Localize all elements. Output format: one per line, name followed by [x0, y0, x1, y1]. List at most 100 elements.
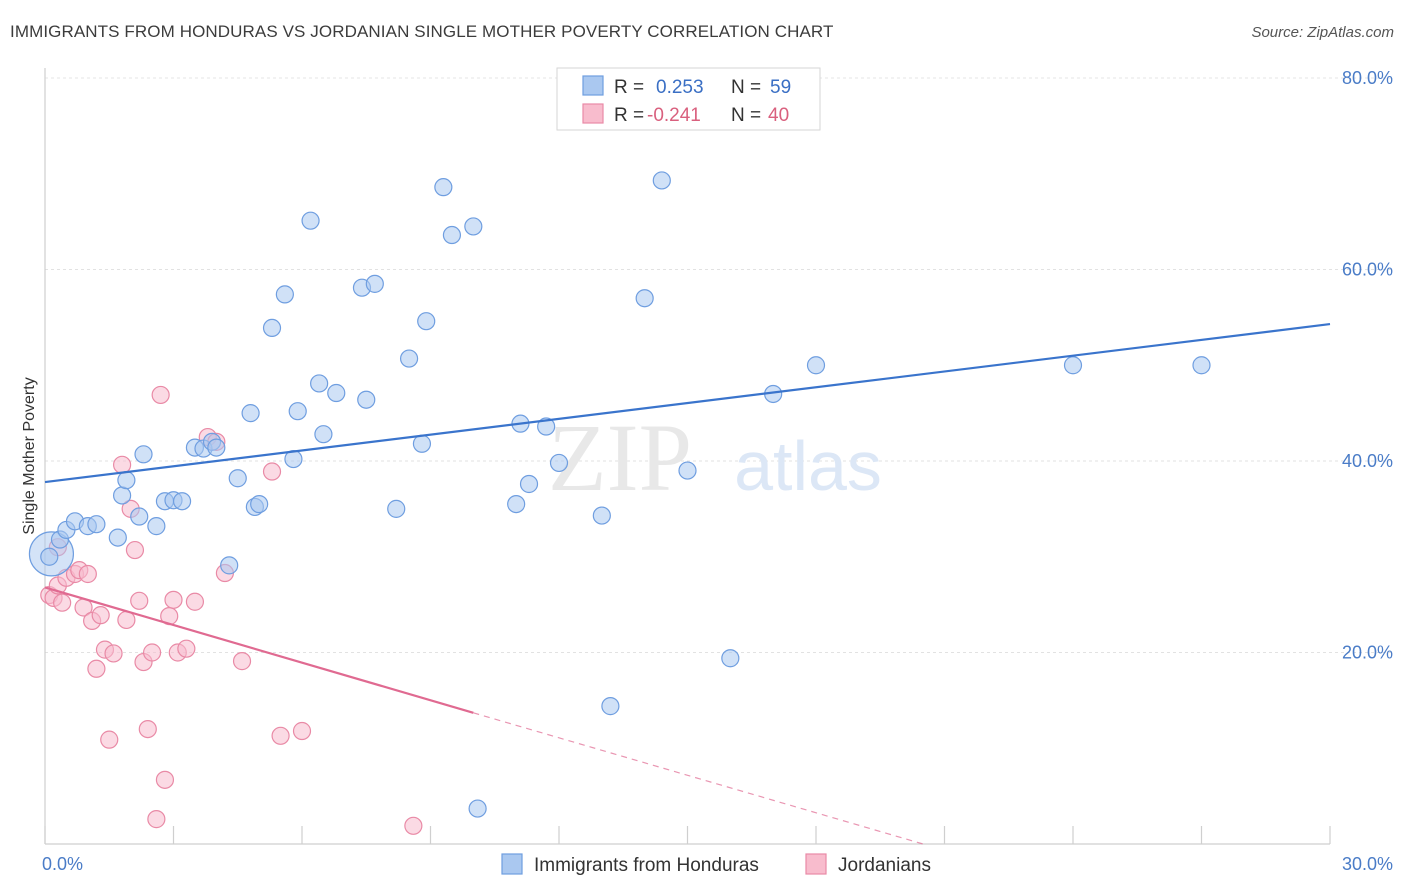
series-honduras: [28, 171, 1211, 818]
y-tick-label-2: 60.0%: [1342, 260, 1393, 280]
point-honduras-29: [310, 374, 329, 393]
point-honduras-48: [592, 506, 611, 525]
point-honduras-9: [130, 507, 149, 526]
point-jordanians-14: [104, 644, 123, 663]
bottom-legend-swatch-jordanians: [805, 853, 827, 875]
x-tick-label-min: 0.0%: [42, 854, 83, 874]
point-honduras-37: [412, 434, 432, 453]
point-jordanians-36: [271, 726, 290, 745]
point-honduras-46: [537, 417, 556, 436]
point-jordanians-10: [87, 659, 106, 678]
watermark-zip: ZIP: [548, 404, 692, 511]
point-honduras-45: [519, 474, 539, 494]
point-jordanians-34: [232, 652, 252, 671]
point-honduras-57: [1192, 356, 1211, 375]
point-jordanians-3: [53, 593, 72, 612]
point-jordanians-38: [404, 816, 423, 835]
trend-line-jordanians-extension: [473, 712, 924, 845]
point-honduras-49: [601, 697, 620, 716]
point-honduras-55: [806, 356, 826, 375]
legend-n-value-pink: 40: [768, 105, 789, 126]
bottom-legend: Immigrants from Honduras Jordanians: [501, 853, 931, 876]
point-honduras-35: [387, 499, 406, 518]
trend-line-jordanians: [44, 586, 474, 714]
point-honduras-41: [464, 217, 483, 236]
point-honduras-0: [40, 547, 59, 566]
watermark-atlas: atlas: [734, 427, 882, 505]
point-honduras-39: [434, 178, 453, 197]
point-honduras-42: [468, 799, 487, 818]
point-honduras-8: [117, 471, 136, 490]
point-honduras-47: [549, 453, 569, 473]
legend-swatch-blue: [582, 75, 604, 96]
legend-r-label-pink: R =: [614, 105, 644, 126]
bottom-legend-label-jordanians: Jordanians: [838, 855, 931, 876]
point-honduras-56: [1063, 356, 1083, 375]
point-jordanians-30: [185, 592, 205, 611]
point-jordanians-23: [147, 810, 166, 829]
point-honduras-20: [228, 469, 247, 488]
point-honduras-11: [147, 517, 166, 536]
y-axis-label: Single Mother Poverty: [21, 377, 38, 534]
point-jordanians-8: [78, 564, 97, 584]
axes: [44, 68, 1331, 845]
point-honduras-53: [721, 649, 740, 668]
point-honduras-50: [635, 289, 654, 308]
point-honduras-36: [399, 349, 419, 368]
point-honduras-51: [652, 171, 671, 190]
point-honduras-5: [87, 515, 106, 534]
watermark: ZIP atlas: [548, 404, 882, 511]
point-jordanians-37: [292, 721, 312, 741]
point-honduras-40: [442, 225, 462, 245]
legend-r-value-pink: -0.241: [647, 105, 701, 126]
point-honduras-43: [507, 494, 526, 514]
chart-title: IMMIGRANTS FROM HONDURAS VS JORDANIAN SI…: [10, 22, 834, 41]
y-tick-labels: 20.0% 40.0% 60.0% 80.0%: [1342, 68, 1393, 663]
point-honduras-19: [220, 556, 239, 575]
legend: R = 0.253 N = 59 R = -0.241 N = 40: [556, 67, 821, 131]
point-honduras-25: [275, 285, 294, 304]
point-jordanians-19: [130, 591, 149, 610]
point-honduras-14: [172, 492, 192, 511]
trend-line-honduras: [44, 322, 1331, 484]
point-jordanians-24: [151, 385, 170, 405]
y-tick-label-0: 20.0%: [1342, 643, 1393, 663]
point-jordanians-29: [177, 639, 196, 658]
point-honduras-27: [288, 402, 307, 421]
point-jordanians-11: [91, 606, 110, 625]
x-tick-label-max: 30.0%: [1342, 854, 1393, 874]
legend-r-value-blue: 0.253: [656, 77, 704, 98]
bottom-legend-swatch-honduras: [501, 853, 523, 875]
point-jordanians-25: [155, 770, 175, 789]
legend-r-label-blue: R =: [614, 77, 644, 98]
point-jordanians-18: [125, 540, 145, 560]
point-honduras-38: [417, 312, 436, 331]
grid-lines: [45, 77, 1393, 653]
point-honduras-28: [301, 211, 320, 230]
series-jordanians: [40, 385, 423, 835]
point-honduras-21: [241, 404, 260, 423]
legend-n-label-pink: N =: [731, 105, 761, 126]
point-honduras-10: [134, 445, 153, 464]
point-honduras-52: [678, 461, 697, 480]
legend-n-label-blue: N =: [731, 77, 761, 98]
point-jordanians-22: [142, 643, 162, 662]
point-jordanians-21: [138, 719, 157, 739]
legend-swatch-pink: [582, 103, 604, 124]
point-honduras-6: [108, 528, 127, 547]
point-honduras-33: [357, 390, 376, 409]
y-tick-label-1: 40.0%: [1342, 451, 1393, 471]
point-honduras-23: [250, 494, 269, 514]
point-jordanians-35: [262, 462, 282, 481]
point-jordanians-13: [100, 730, 119, 749]
trend-lines: [44, 322, 1331, 845]
point-honduras-18: [207, 438, 226, 457]
source-label: Source: ZipAtlas.com: [1251, 24, 1394, 41]
point-honduras-7: [112, 486, 132, 505]
bottom-legend-label-honduras: Immigrants from Honduras: [534, 855, 759, 876]
point-honduras-34: [365, 274, 384, 293]
legend-n-value-blue: 59: [770, 77, 791, 98]
y-tick-label-3: 80.0%: [1342, 68, 1393, 88]
point-honduras-24: [262, 318, 282, 338]
